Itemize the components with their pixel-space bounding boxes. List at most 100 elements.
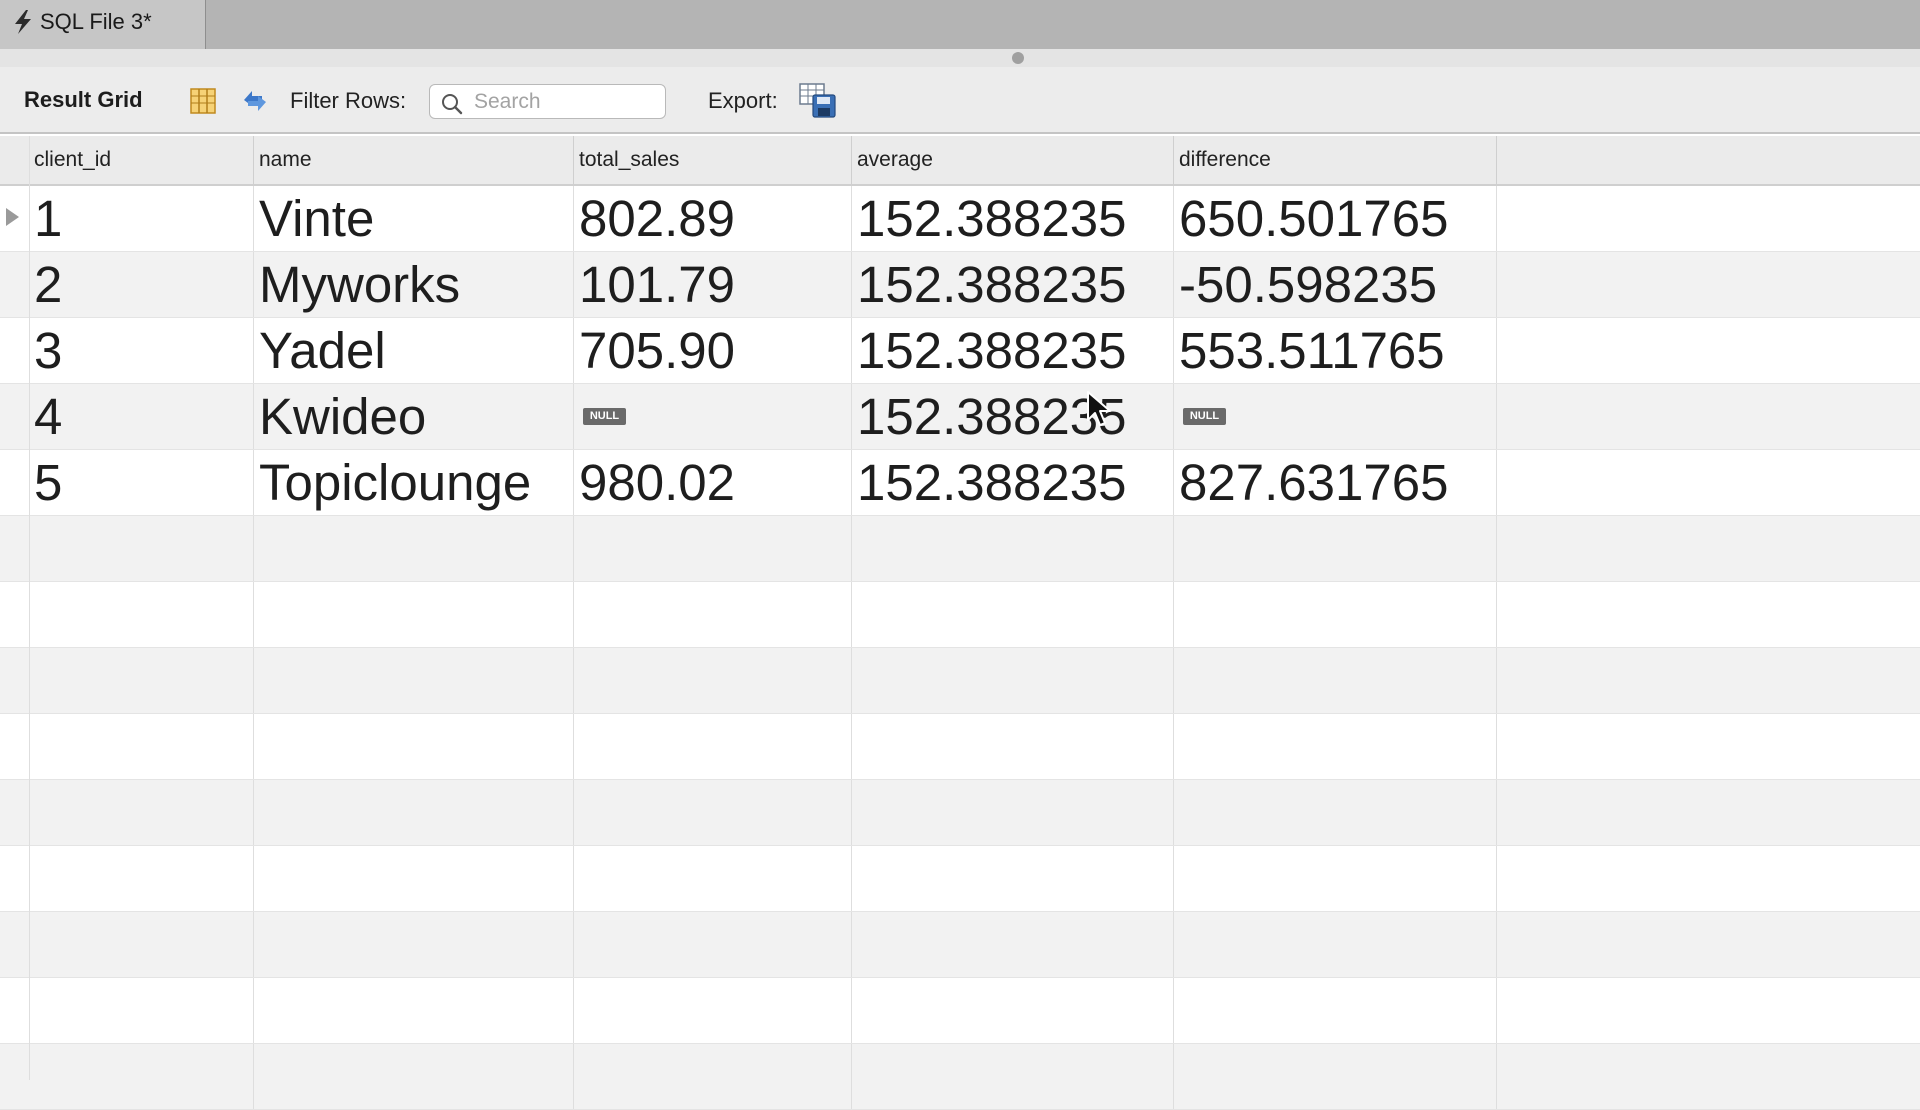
empty-table-row [0,648,1920,714]
cell-difference [1174,846,1497,911]
cell-total-sales [574,846,852,911]
refresh-icon[interactable] [238,86,272,116]
cell-difference [1174,582,1497,647]
cell-total-sales[interactable]: 705.90 [574,318,852,383]
cell-average [852,582,1174,647]
result-grid-title: Result Grid [24,87,143,112]
cell-average [852,516,1174,581]
cell-difference[interactable]: 827.631765 [1174,450,1497,515]
cell-average[interactable]: 152.388235 [852,450,1174,515]
cell-total-sales [574,516,852,581]
editor-tab-bar: SQL File 3* [0,0,1920,50]
empty-table-row [0,846,1920,912]
cell-total-sales [574,582,852,647]
cell-difference [1174,648,1497,713]
cell-total-sales [574,780,852,845]
column-header-total-sales[interactable]: total_sales [574,136,852,184]
null-badge: NULL [1183,408,1226,425]
column-header-client-id[interactable]: client_id [29,136,254,184]
cell-total-sales [574,648,852,713]
splitter-handle[interactable] [1012,52,1024,64]
cell-client-id [29,516,254,581]
cell-difference[interactable]: 553.511765 [1174,318,1497,383]
cell-difference[interactable]: 650.501765 [1174,186,1497,251]
empty-table-row [0,582,1920,648]
search-input[interactable] [429,84,666,119]
table-row[interactable]: 1 Vinte 802.89 152.388235 650.501765 [0,186,1920,252]
cell-name[interactable]: Topiclounge [254,450,574,515]
cell-name [254,780,574,845]
cell-average [852,1044,1174,1109]
current-row-indicator-icon [6,208,19,226]
cell-name[interactable]: Kwideo [254,384,574,449]
cell-name [254,978,574,1043]
result-grid[interactable]: client_id name total_sales average differenc… [0,136,1920,1110]
cell-total-sales [574,912,852,977]
cell-name [254,714,574,779]
cell-client-id [29,1044,254,1109]
empty-table-row [0,978,1920,1044]
cell-total-sales[interactable]: 101.79 [574,252,852,317]
cell-average [852,648,1174,713]
panel-splitter[interactable] [0,49,1920,68]
cell-name [254,912,574,977]
cell-average[interactable]: 152.388235 [852,384,1174,449]
cell-total-sales[interactable]: 802.89 [574,186,852,251]
grid-header: client_id name total_sales average differenc… [0,136,1920,186]
cell-client-id[interactable]: 2 [29,252,254,317]
column-grid-icon[interactable] [189,87,217,115]
cell-average[interactable]: 152.388235 [852,318,1174,383]
cell-average[interactable]: 152.388235 [852,252,1174,317]
cell-total-sales[interactable]: NULL [574,384,852,449]
search-icon [442,94,463,115]
empty-table-row [0,1044,1920,1110]
table-row[interactable]: 5 Topiclounge 980.02 152.388235 827.631765 [0,450,1920,516]
cell-client-id [29,846,254,911]
cell-name [254,648,574,713]
result-toolbar: Result Grid Filter Rows: Export: [0,67,1920,134]
row-gutter-divider [29,136,30,1080]
column-header-name[interactable]: name [254,136,574,184]
cell-name[interactable]: Myworks [254,252,574,317]
empty-table-row [0,714,1920,780]
cell-client-id [29,780,254,845]
cell-difference[interactable]: NULL [1174,384,1497,449]
empty-table-row [0,780,1920,846]
cell-difference [1174,978,1497,1043]
cell-name [254,516,574,581]
cell-total-sales [574,978,852,1043]
export-save-icon[interactable] [799,83,837,119]
table-row[interactable]: 4 Kwideo NULL 152.388235 NULL [0,384,1920,450]
column-header-difference[interactable]: difference [1174,136,1497,184]
cell-total-sales [574,1044,852,1109]
tab-label: SQL File 3* [40,8,152,34]
cell-average[interactable]: 152.388235 [852,186,1174,251]
cell-difference[interactable]: -50.598235 [1174,252,1497,317]
table-row[interactable]: 3 Yadel 705.90 152.388235 553.511765 [0,318,1920,384]
cell-client-id [29,648,254,713]
null-badge: NULL [583,408,626,425]
cell-total-sales [574,714,852,779]
cell-client-id[interactable]: 5 [29,450,254,515]
cell-client-id [29,978,254,1043]
cell-difference [1174,912,1497,977]
cell-difference [1174,516,1497,581]
tab-sql-file[interactable]: SQL File 3* [0,0,206,49]
cell-client-id[interactable]: 1 [29,186,254,251]
column-header-average[interactable]: average [852,136,1174,184]
empty-table-row [0,516,1920,582]
lightning-bolt-icon [15,9,31,34]
cell-difference [1174,1044,1497,1109]
cell-client-id[interactable]: 4 [29,384,254,449]
cell-name[interactable]: Vinte [254,186,574,251]
cell-client-id[interactable]: 3 [29,318,254,383]
table-row[interactable]: 2 Myworks 101.79 152.388235 -50.598235 [0,252,1920,318]
cell-client-id [29,582,254,647]
cell-client-id [29,912,254,977]
cell-average [852,912,1174,977]
mouse-cursor-icon [1087,391,1111,426]
cell-average [852,978,1174,1043]
cell-total-sales[interactable]: 980.02 [574,450,852,515]
cell-name[interactable]: Yadel [254,318,574,383]
filter-rows-label: Filter Rows: [290,88,407,113]
